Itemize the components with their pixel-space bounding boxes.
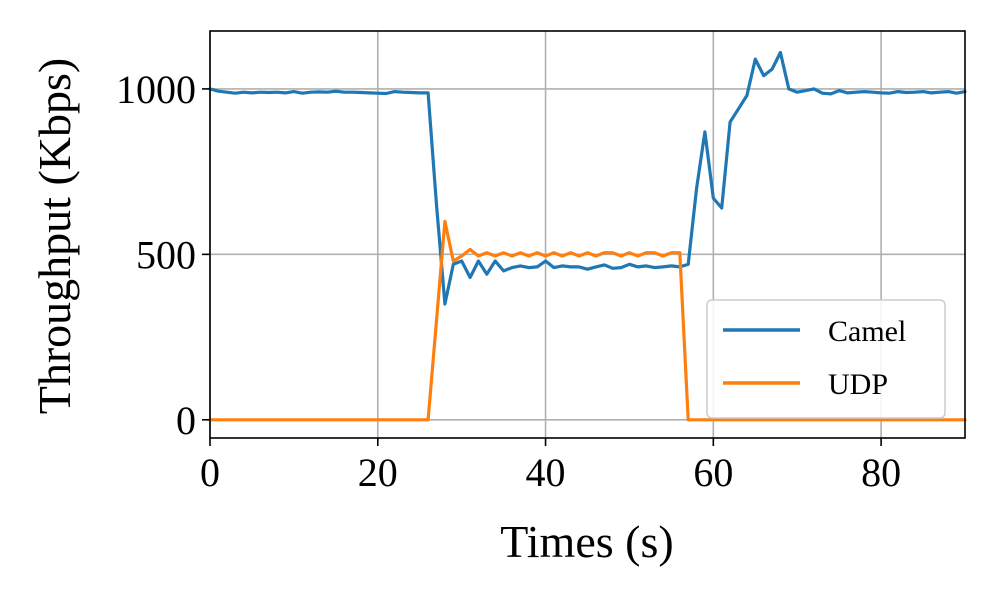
x-tick-label: 20	[358, 450, 398, 495]
x-tick-label: 0	[200, 450, 220, 495]
x-axis-label: Times (s)	[500, 516, 673, 567]
x-tick-label: 80	[861, 450, 901, 495]
x-tick-label: 40	[526, 450, 566, 495]
y-axis-label: Throughput (Kbps)	[29, 58, 80, 414]
y-tick-label: 0	[176, 398, 196, 443]
plot-frame	[209, 30, 966, 439]
axis-ticks: 0 20 40 60 80 0 500 1000	[116, 67, 901, 495]
y-tick-label: 500	[136, 232, 196, 277]
series-lines	[208, 50, 967, 422]
y-tick-label: 1000	[116, 67, 196, 112]
legend-label-udp: UDP	[828, 368, 888, 401]
x-tick-label: 60	[693, 450, 733, 495]
series-line-udp	[208, 219, 967, 422]
legend-box	[706, 299, 946, 419]
legend: Camel UDP	[706, 299, 946, 419]
series-line-camel	[208, 50, 967, 306]
legend-label-camel: Camel	[828, 315, 906, 348]
